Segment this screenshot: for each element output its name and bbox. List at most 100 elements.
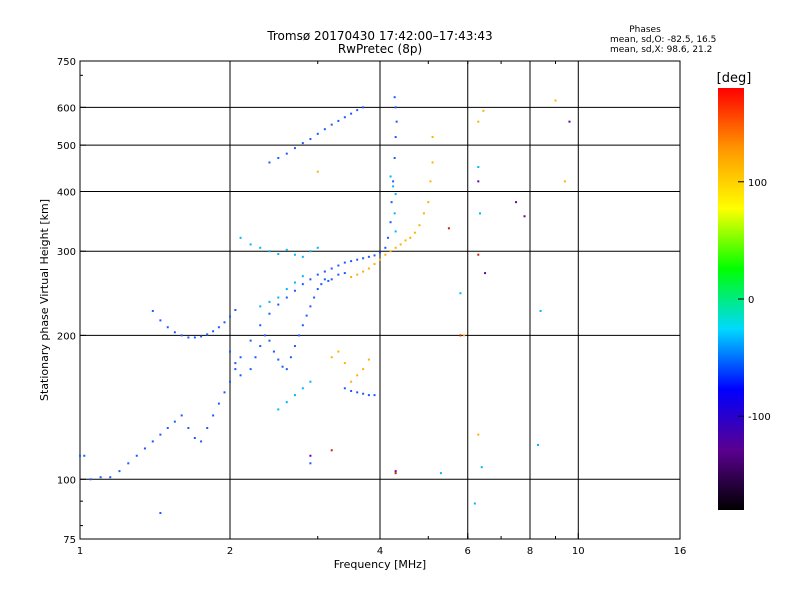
data-point bbox=[343, 272, 346, 275]
data-point bbox=[268, 312, 271, 315]
data-point bbox=[343, 261, 346, 264]
data-point bbox=[293, 394, 296, 397]
colorbar-ticks: 100 0 -100 bbox=[738, 178, 771, 423]
data-point bbox=[568, 120, 571, 123]
data-point bbox=[563, 180, 566, 183]
data-point bbox=[539, 309, 542, 312]
data-point bbox=[362, 392, 365, 395]
data-point bbox=[480, 466, 483, 469]
y-tick-label: 300 bbox=[57, 247, 76, 258]
data-point bbox=[330, 356, 333, 359]
data-point bbox=[356, 374, 359, 377]
data-point bbox=[229, 315, 231, 318]
data-point bbox=[356, 273, 359, 276]
data-point bbox=[479, 212, 482, 215]
data-point bbox=[285, 152, 288, 155]
data-point bbox=[285, 248, 288, 251]
data-point bbox=[409, 236, 412, 239]
data-point bbox=[393, 157, 396, 160]
data-point bbox=[413, 231, 416, 234]
data-point bbox=[277, 303, 280, 306]
y-tick-label: 600 bbox=[57, 103, 76, 114]
data-point bbox=[309, 305, 312, 308]
data-point bbox=[277, 408, 280, 411]
data-point bbox=[293, 289, 296, 292]
data-point bbox=[229, 350, 231, 353]
data-point bbox=[393, 212, 396, 215]
data-point bbox=[173, 331, 176, 334]
x-tick-label: 6 bbox=[465, 546, 471, 557]
x-tick-label: 4 bbox=[377, 546, 383, 557]
data-point bbox=[301, 142, 304, 145]
data-point bbox=[350, 275, 353, 278]
data-point bbox=[399, 243, 402, 246]
data-point bbox=[268, 339, 271, 342]
data-point bbox=[239, 374, 242, 377]
data-point bbox=[217, 402, 220, 405]
data-point bbox=[249, 368, 252, 371]
data-point bbox=[301, 283, 304, 286]
data-point bbox=[239, 356, 242, 359]
data-point bbox=[173, 420, 176, 423]
x-axis-ticks: 1 2 4 6 8 10 16 bbox=[77, 61, 687, 557]
x-tick-label: 1 bbox=[77, 546, 83, 557]
colorbar-tick-label: 0 bbox=[748, 295, 754, 306]
data-point bbox=[350, 260, 353, 263]
data-point bbox=[392, 180, 395, 183]
data-point bbox=[394, 470, 397, 473]
data-point bbox=[259, 305, 262, 308]
data-point bbox=[79, 454, 81, 457]
data-point bbox=[477, 120, 480, 123]
data-point bbox=[309, 138, 312, 141]
data-point bbox=[316, 288, 319, 291]
data-point bbox=[309, 380, 312, 383]
data-point bbox=[223, 391, 226, 394]
data-point bbox=[293, 281, 296, 284]
data-point bbox=[439, 472, 442, 475]
data-point bbox=[118, 470, 121, 473]
x-tick-label: 16 bbox=[674, 546, 687, 557]
data-point bbox=[427, 201, 430, 204]
data-point bbox=[200, 335, 203, 338]
data-point bbox=[554, 99, 557, 102]
data-point bbox=[249, 339, 252, 342]
data-point bbox=[297, 334, 300, 337]
data-point bbox=[362, 368, 365, 371]
data-point bbox=[234, 368, 237, 371]
data-point bbox=[187, 336, 190, 339]
data-point bbox=[99, 476, 102, 479]
data-point bbox=[389, 250, 392, 253]
data-point bbox=[309, 250, 312, 253]
data-point bbox=[193, 336, 196, 339]
stats-header: Phases bbox=[629, 25, 661, 35]
data-point bbox=[293, 345, 296, 348]
data-point bbox=[277, 296, 280, 299]
data-point bbox=[320, 283, 323, 286]
data-point bbox=[305, 314, 308, 317]
colorbar-tick-label: -100 bbox=[748, 412, 771, 423]
data-point bbox=[392, 185, 395, 188]
data-point bbox=[151, 440, 154, 443]
data-point bbox=[268, 161, 271, 164]
data-point bbox=[249, 243, 252, 246]
data-point bbox=[343, 362, 346, 365]
data-point bbox=[180, 334, 183, 337]
data-point bbox=[263, 334, 266, 337]
data-point bbox=[301, 324, 304, 327]
data-point bbox=[337, 264, 340, 267]
data-point bbox=[89, 478, 92, 481]
chart-title: Tromsø 20170430 17:42:00–17:43:43 bbox=[266, 29, 492, 43]
data-point bbox=[356, 109, 359, 112]
data-point bbox=[277, 358, 280, 361]
data-point bbox=[109, 476, 112, 479]
data-point bbox=[259, 345, 262, 348]
data-point bbox=[127, 462, 130, 465]
data-point bbox=[293, 253, 296, 256]
data-point bbox=[343, 116, 346, 119]
data-point bbox=[373, 394, 376, 397]
data-point bbox=[394, 230, 397, 233]
data-point bbox=[234, 362, 237, 365]
data-point bbox=[389, 221, 392, 224]
x-tick-label: 10 bbox=[572, 546, 585, 557]
